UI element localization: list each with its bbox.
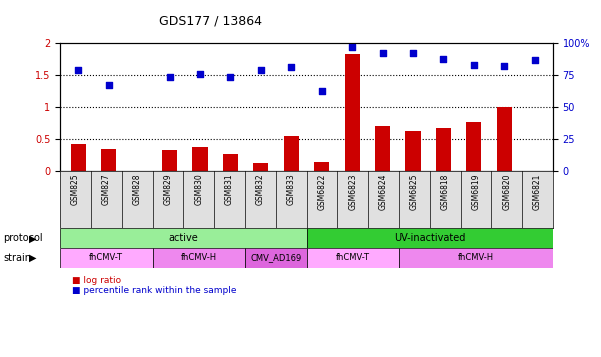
Point bbox=[104, 82, 114, 87]
Text: GSM829: GSM829 bbox=[163, 173, 172, 205]
Text: GDS177 / 13864: GDS177 / 13864 bbox=[159, 15, 262, 28]
Text: GSM6820: GSM6820 bbox=[502, 173, 511, 210]
Bar bbox=[307, 228, 553, 248]
Point bbox=[408, 50, 418, 56]
Point bbox=[73, 67, 83, 73]
Bar bbox=[496, 107, 512, 171]
Point bbox=[165, 74, 174, 80]
Bar bbox=[60, 248, 153, 268]
Bar bbox=[245, 248, 307, 268]
Point bbox=[256, 67, 266, 73]
Point bbox=[499, 63, 509, 69]
Text: GSM6819: GSM6819 bbox=[471, 173, 480, 210]
Text: strain: strain bbox=[3, 253, 31, 263]
Bar bbox=[192, 147, 207, 171]
Point bbox=[347, 45, 357, 50]
Bar bbox=[399, 248, 553, 268]
Text: GSM828: GSM828 bbox=[133, 173, 142, 205]
Text: UV-inactivated: UV-inactivated bbox=[394, 233, 465, 243]
Bar bbox=[60, 228, 307, 248]
Point bbox=[530, 57, 540, 62]
Bar bbox=[71, 144, 86, 171]
Bar bbox=[344, 54, 360, 171]
Text: ▶: ▶ bbox=[29, 253, 36, 263]
Text: fhCMV-T: fhCMV-T bbox=[336, 253, 370, 262]
Point bbox=[317, 88, 326, 94]
Bar bbox=[223, 154, 238, 171]
Text: fhCMV-T: fhCMV-T bbox=[90, 253, 123, 262]
Text: ■ percentile rank within the sample: ■ percentile rank within the sample bbox=[72, 286, 237, 296]
Point bbox=[439, 56, 448, 62]
Text: ▶: ▶ bbox=[29, 233, 36, 243]
Text: fhCMV-H: fhCMV-H bbox=[181, 253, 217, 262]
Text: GSM6821: GSM6821 bbox=[533, 173, 542, 210]
Bar bbox=[466, 122, 481, 171]
Text: CMV_AD169: CMV_AD169 bbox=[250, 253, 301, 262]
Text: GSM6825: GSM6825 bbox=[410, 173, 419, 210]
Bar bbox=[436, 128, 451, 171]
Point bbox=[378, 50, 388, 56]
Text: GSM827: GSM827 bbox=[102, 173, 111, 205]
Text: GSM833: GSM833 bbox=[287, 173, 296, 205]
Text: fhCMV-H: fhCMV-H bbox=[458, 253, 494, 262]
Bar bbox=[284, 136, 299, 171]
Bar bbox=[153, 248, 245, 268]
Text: GSM825: GSM825 bbox=[71, 173, 80, 205]
Text: active: active bbox=[168, 233, 198, 243]
Text: GSM832: GSM832 bbox=[256, 173, 265, 205]
Text: GSM6818: GSM6818 bbox=[441, 173, 450, 210]
Point bbox=[225, 74, 235, 80]
Text: GSM6822: GSM6822 bbox=[317, 173, 326, 210]
Text: GSM830: GSM830 bbox=[194, 173, 203, 205]
Bar bbox=[307, 248, 399, 268]
Point bbox=[469, 62, 478, 67]
Text: GSM6823: GSM6823 bbox=[348, 173, 357, 210]
Text: GSM6824: GSM6824 bbox=[379, 173, 388, 210]
Point bbox=[287, 64, 296, 70]
Bar bbox=[253, 163, 269, 171]
Bar bbox=[406, 131, 421, 171]
Bar bbox=[375, 126, 390, 171]
Bar bbox=[101, 149, 117, 171]
Bar bbox=[314, 162, 329, 171]
Text: GSM831: GSM831 bbox=[225, 173, 234, 205]
Point bbox=[195, 71, 205, 77]
Bar bbox=[162, 150, 177, 171]
Text: protocol: protocol bbox=[3, 233, 43, 243]
Text: ■ log ratio: ■ log ratio bbox=[72, 276, 121, 285]
